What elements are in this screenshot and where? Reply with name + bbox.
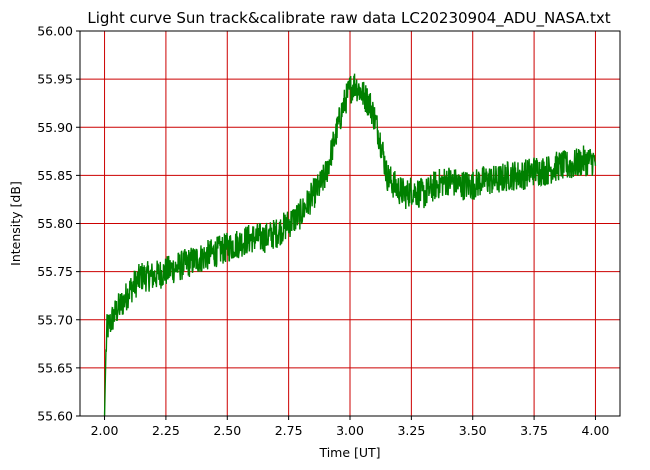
x-tick-label: 3.25 bbox=[397, 423, 425, 438]
x-tick-label: 2.00 bbox=[91, 423, 119, 438]
y-tick-label: 55.60 bbox=[37, 409, 73, 424]
y-axis-ticks: 55.60 55.65 55.70 55.75 55.80 55.85 55.90 55.95… bbox=[37, 24, 80, 424]
y-tick-label: 55.70 bbox=[37, 312, 73, 327]
y-tick-label: 56.00 bbox=[37, 24, 73, 39]
x-axis-ticks: 2.00 2.25 2.50 2.75 3.00 3.25 3.50 3.75 4.00 bbox=[91, 416, 610, 438]
plot-area bbox=[103, 73, 597, 417]
y-tick-label: 55.85 bbox=[37, 168, 73, 183]
y-tick-label: 55.80 bbox=[37, 216, 73, 231]
x-tick-label: 4.00 bbox=[582, 423, 610, 438]
y-tick-label: 55.65 bbox=[37, 360, 73, 375]
x-axis-label: Time [UT] bbox=[318, 445, 380, 460]
series-line bbox=[103, 73, 597, 417]
x-tick-label: 3.50 bbox=[459, 423, 487, 438]
y-tick-label: 55.90 bbox=[37, 120, 73, 135]
x-tick-label: 2.50 bbox=[213, 423, 241, 438]
x-tick-label: 2.25 bbox=[152, 423, 180, 438]
x-tick-label: 3.75 bbox=[520, 423, 548, 438]
y-tick-label: 55.95 bbox=[37, 72, 73, 87]
y-tick-label: 55.75 bbox=[37, 264, 73, 279]
x-tick-label: 2.75 bbox=[275, 423, 303, 438]
axes-frame bbox=[79, 30, 621, 417]
x-tick-label: 3.00 bbox=[336, 423, 364, 438]
chart-title: Light curve Sun track&calibrate raw data… bbox=[87, 9, 610, 28]
y-axis-label: Intensity [dB] bbox=[8, 181, 23, 266]
